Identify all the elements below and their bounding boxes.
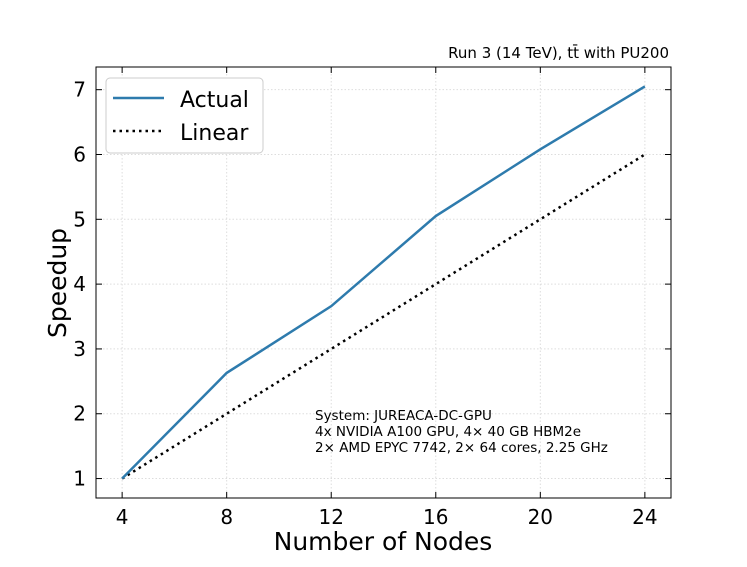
x-tick-label: 12	[319, 505, 344, 529]
system-annotation: System: JUREACA-DC-GPU 4x NVIDIA A100 GP…	[315, 408, 608, 456]
y-tick-label: 4	[73, 272, 86, 296]
y-axis-label: Speedup	[43, 228, 72, 338]
y-tick-label: 6	[73, 142, 86, 166]
y-tick-label: 3	[73, 337, 86, 361]
x-tick-label: 4	[116, 505, 129, 529]
annotation-line-1: System: JUREACA-DC-GPU	[315, 408, 492, 424]
x-tick-label: 16	[423, 505, 448, 529]
chart-title: Run 3 (14 TeV), tt̄ with PU200	[448, 43, 669, 62]
y-tick-label: 1	[73, 467, 86, 491]
legend-label-linear: Linear	[180, 121, 249, 146]
y-tick-label: 2	[73, 402, 86, 426]
x-tick-label: 24	[632, 505, 657, 529]
y-tick-label: 7	[73, 78, 86, 102]
legend: Actual Linear	[106, 78, 263, 153]
x-axis-label: Number of Nodes	[274, 527, 493, 556]
x-tick-label: 8	[220, 505, 233, 529]
annotation-line-2: 4x NVIDIA A100 GPU, 4× 40 GB HBM2e	[315, 424, 581, 440]
y-tick-label: 5	[73, 207, 86, 231]
x-tick-label: 20	[528, 505, 553, 529]
annotation-line-3: 2× AMD EPYC 7742, 2× 64 cores, 2.25 GHz	[315, 440, 608, 456]
legend-label-actual: Actual	[180, 88, 249, 113]
